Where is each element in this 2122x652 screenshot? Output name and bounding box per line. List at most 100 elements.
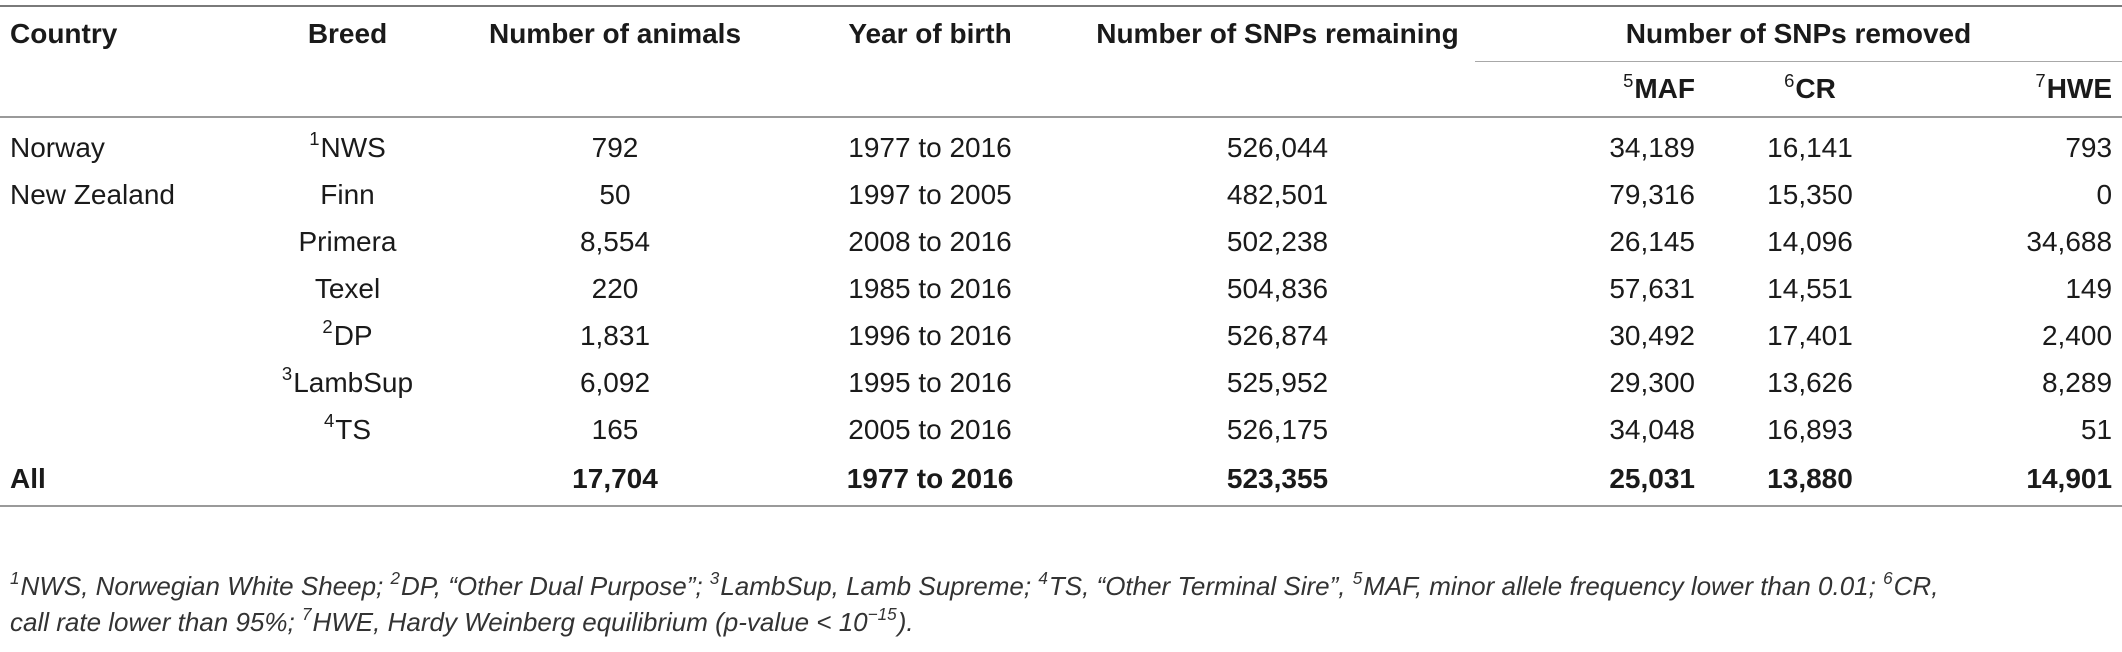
breed-label: TS — [335, 413, 372, 445]
header-cr: 6CR — [1705, 61, 1915, 118]
breed-sup: 2 — [322, 316, 333, 338]
footnote-sup: 6 — [1883, 568, 1893, 589]
cell-maf: 34,189 — [1609, 131, 1695, 163]
cell-breed: Texel — [245, 265, 450, 312]
cell-cr: 16,141 — [1767, 131, 1853, 163]
cell-country — [0, 406, 245, 453]
cell-year: 1985 to 2016 — [848, 272, 1012, 304]
total-cr: 13,880 — [1705, 453, 1915, 507]
cell-cr: 15,350 — [1767, 178, 1853, 210]
total-row: All 17,704 1977 to 2016 523,355 25,031 1… — [0, 453, 2122, 507]
cell-country — [0, 359, 245, 406]
breed-label: LambSup — [293, 366, 414, 398]
total-label: All — [0, 453, 245, 507]
header-country: Country — [0, 5, 245, 62]
cell-maf: 34,048 — [1609, 413, 1695, 445]
cell-year: 2005 to 2016 — [848, 413, 1012, 445]
breed-sup: 4 — [323, 410, 335, 432]
cell-country — [0, 218, 245, 265]
cell-breed: 4TS — [245, 406, 450, 453]
cell-breed: 2DP — [245, 312, 450, 359]
cell-remaining: 526,874 — [1226, 319, 1329, 351]
cell-breed: 1NWS — [245, 117, 450, 171]
snp-summary-table: Country Breed Number of animals Year of … — [0, 5, 2122, 507]
table-row: 4TS 165 2005 to 2016 526,175 34,048 16,8… — [0, 406, 2122, 453]
breed-label: NWS — [320, 131, 386, 163]
footnote-sup: 5 — [1352, 568, 1363, 589]
cell-remaining: 482,501 — [1226, 178, 1329, 210]
cell-hwe: 8,289 — [2041, 366, 2113, 398]
cell-hwe: 51 — [2080, 413, 2113, 445]
breed-label: Finn — [320, 178, 375, 210]
cell-animals: 6,092 — [579, 366, 651, 398]
footnote-text: CR, — [1893, 571, 1939, 601]
header-animals: Number of animals — [450, 5, 780, 62]
cell-country: New Zealand — [10, 178, 175, 210]
footnote-text: call rate lower than 95%; — [10, 607, 302, 637]
header-maf-label: MAF — [1634, 73, 1695, 104]
header-hwe: 7HWE — [1915, 61, 2122, 118]
table-row: Norway 1NWS 792 1977 to 2016 526,044 34,… — [0, 117, 2122, 171]
footnote-text: LambSup, Lamb Supreme; — [720, 571, 1039, 601]
footnote-text: NWS, Norwegian White Sheep; — [20, 571, 391, 601]
header-cr-sup: 6 — [1784, 69, 1795, 91]
cell-cr: 17,401 — [1767, 319, 1853, 351]
total-maf: 25,031 — [1475, 453, 1705, 507]
cell-hwe: 2,400 — [2041, 319, 2113, 351]
cell-year: 2008 to 2016 — [848, 225, 1012, 257]
cell-maf: 57,631 — [1609, 272, 1695, 304]
cell-remaining: 526,044 — [1226, 131, 1329, 163]
cell-country: Norway — [10, 131, 105, 163]
cell-breed: 3LambSup — [245, 359, 450, 406]
cell-animals: 165 — [591, 413, 639, 445]
header-snps-removed: Number of SNPs removed — [1475, 5, 2122, 62]
footnote-text: TS, “Other Terminal Sire”, — [1048, 571, 1353, 601]
cell-cr: 14,551 — [1767, 272, 1853, 304]
cell-maf: 29,300 — [1609, 366, 1695, 398]
cell-hwe: 793 — [2065, 131, 2113, 163]
table-row: 2DP 1,831 1996 to 2016 526,874 30,492 17… — [0, 312, 2122, 359]
table-row: Texel 220 1985 to 2016 504,836 57,631 14… — [0, 265, 2122, 312]
breed-label: Primera — [298, 225, 397, 257]
cell-hwe: 0 — [2096, 178, 2113, 210]
header-breed: Breed — [245, 5, 450, 62]
cell-hwe: 149 — [2065, 272, 2113, 304]
cell-year: 1995 to 2016 — [848, 366, 1012, 398]
cell-animals: 8,554 — [579, 225, 651, 257]
table-row: New Zealand Finn 50 1997 to 2005 482,501… — [0, 171, 2122, 218]
table-row: Primera 8,554 2008 to 2016 502,238 26,14… — [0, 218, 2122, 265]
cell-animals: 792 — [591, 131, 639, 163]
cell-maf: 26,145 — [1609, 225, 1695, 257]
breed-label: Texel — [314, 272, 381, 304]
header-cr-label: CR — [1795, 73, 1836, 104]
header-year: Year of birth — [780, 5, 1080, 62]
breed-sup: 3 — [281, 363, 293, 385]
footnote-sup: 4 — [1038, 568, 1048, 589]
cell-breed: Finn — [245, 171, 450, 218]
footnote-sup: 3 — [709, 568, 720, 589]
breed-sup: 1 — [309, 128, 320, 150]
cell-cr: 16,893 — [1767, 413, 1853, 445]
cell-remaining: 525,952 — [1226, 366, 1329, 398]
cell-country — [0, 265, 245, 312]
footnote-sup: 7 — [301, 604, 312, 625]
table-footnote: 1NWS, Norwegian White Sheep; 2DP, “Other… — [10, 568, 2110, 640]
cell-hwe: 34,688 — [2026, 225, 2113, 257]
cell-animals: 220 — [591, 272, 639, 304]
total-hwe: 14,901 — [1915, 453, 2122, 507]
header-snps-remaining: Number of SNPs remaining — [1080, 5, 1475, 62]
cell-maf: 30,492 — [1609, 319, 1695, 351]
table-body: Norway 1NWS 792 1977 to 2016 526,044 34,… — [0, 117, 2122, 507]
total-animals: 17,704 — [450, 453, 780, 507]
cell-cr: 13,626 — [1767, 366, 1853, 398]
total-year: 1977 to 2016 — [780, 453, 1080, 507]
cell-country — [0, 312, 245, 359]
table-row: 3LambSup 6,092 1995 to 2016 525,952 29,3… — [0, 359, 2122, 406]
total-remaining: 523,355 — [1080, 453, 1475, 507]
cell-breed: Primera — [245, 218, 450, 265]
footnote-exponent: −15 — [867, 604, 897, 625]
footnote-text: DP, “Other Dual Purpose”; — [401, 571, 710, 601]
footnote-sup: 2 — [390, 568, 401, 589]
table-header: Country Breed Number of animals Year of … — [0, 5, 2122, 118]
